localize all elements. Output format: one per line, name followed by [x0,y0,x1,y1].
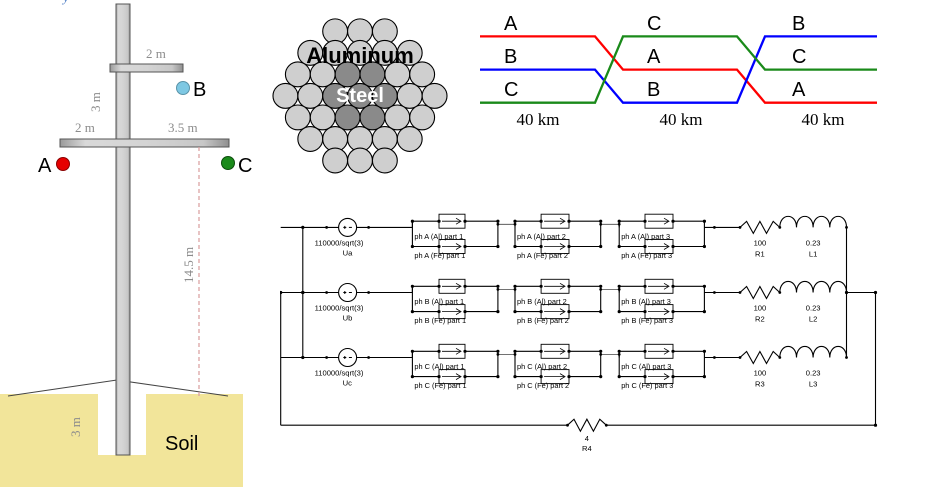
svg-text:2 m: 2 m [75,120,95,135]
svg-text:110000/sqrt(3): 110000/sqrt(3) [315,303,364,312]
svg-text:100: 100 [754,304,767,313]
svg-text:B: B [193,79,206,101]
svg-text:ph B (Al) part 2: ph B (Al) part 2 [517,297,567,306]
svg-text:C: C [792,46,806,68]
svg-text:ph B (Fe) part 3: ph B (Fe) part 3 [621,316,673,325]
svg-text:40 km: 40 km [517,110,560,129]
svg-text:ph A (Fe) part 3: ph A (Fe) part 3 [621,251,672,260]
svg-text:110000/sqrt(3): 110000/sqrt(3) [315,368,364,377]
svg-text:3 m: 3 m [68,417,83,437]
svg-text:L2: L2 [809,315,817,324]
svg-text:3 m: 3 m [88,92,103,112]
svg-text:100: 100 [754,239,767,248]
svg-text:110000/sqrt(3): 110000/sqrt(3) [315,238,364,247]
svg-text:40 km: 40 km [802,110,845,129]
svg-text:4: 4 [585,434,589,443]
svg-text:ph C (Al) part 1: ph C (Al) part 1 [414,362,464,371]
svg-text:R2: R2 [755,315,765,324]
svg-text:A: A [504,13,518,35]
svg-text:ph C (Al) part 2: ph C (Al) part 2 [517,362,567,371]
svg-text:ph C (Fe) part 3: ph C (Fe) part 3 [621,381,673,390]
svg-text:R1: R1 [755,249,765,258]
svg-text:0.23: 0.23 [806,369,821,378]
svg-text:14.5 m: 14.5 m [181,247,196,283]
svg-text:ph C (Fe) part 2: ph C (Fe) part 2 [517,381,569,390]
svg-text:100: 100 [754,369,767,378]
svg-text:Ua: Ua [343,249,353,258]
svg-text:Uc: Uc [343,379,352,388]
svg-text:A: A [647,46,661,68]
svg-text:L1: L1 [809,249,817,258]
svg-text:L3: L3 [809,380,817,389]
svg-text:ph C (Al) part 3: ph C (Al) part 3 [621,362,671,371]
svg-text:ph B (Fe) part 2: ph B (Fe) part 2 [517,316,569,325]
svg-text:Steel: Steel [336,85,384,107]
svg-text:Ub: Ub [343,314,353,323]
svg-text:0.23: 0.23 [806,304,821,313]
svg-text:ph B (Fe) part 1: ph B (Fe) part 1 [414,316,466,325]
svg-text:y: y [61,0,69,5]
svg-text:ph A (Al) part 3: ph A (Al) part 3 [621,232,670,241]
svg-text:ph A (Al) part 2: ph A (Al) part 2 [517,232,566,241]
svg-text:ph A (Fe) part 2: ph A (Fe) part 2 [517,251,568,260]
svg-text:Aluminum: Aluminum [306,43,414,68]
svg-text:R3: R3 [755,380,765,389]
svg-text:0.23: 0.23 [806,239,821,248]
svg-text:ph B (Al) part 3: ph B (Al) part 3 [621,297,671,306]
svg-text:Soil: Soil [165,433,198,455]
svg-text:ph A (Al) part 1: ph A (Al) part 1 [414,232,463,241]
svg-text:2 m: 2 m [146,46,166,61]
svg-text:ph C (Fe) part 1: ph C (Fe) part 1 [414,381,466,390]
svg-text:A: A [792,79,806,101]
svg-text:B: B [647,79,660,101]
svg-text:B: B [504,46,517,68]
svg-text:B: B [792,13,805,35]
svg-text:R4: R4 [582,444,592,453]
svg-text:3.5 m: 3.5 m [168,120,198,135]
svg-text:ph A (Fe) part 1: ph A (Fe) part 1 [414,251,465,260]
svg-text:40 km: 40 km [660,110,703,129]
svg-text:C: C [238,155,252,177]
svg-text:ph B (Al) part 1: ph B (Al) part 1 [414,297,464,306]
svg-text:C: C [504,79,518,101]
svg-text:A: A [38,155,52,177]
svg-text:C: C [647,13,661,35]
